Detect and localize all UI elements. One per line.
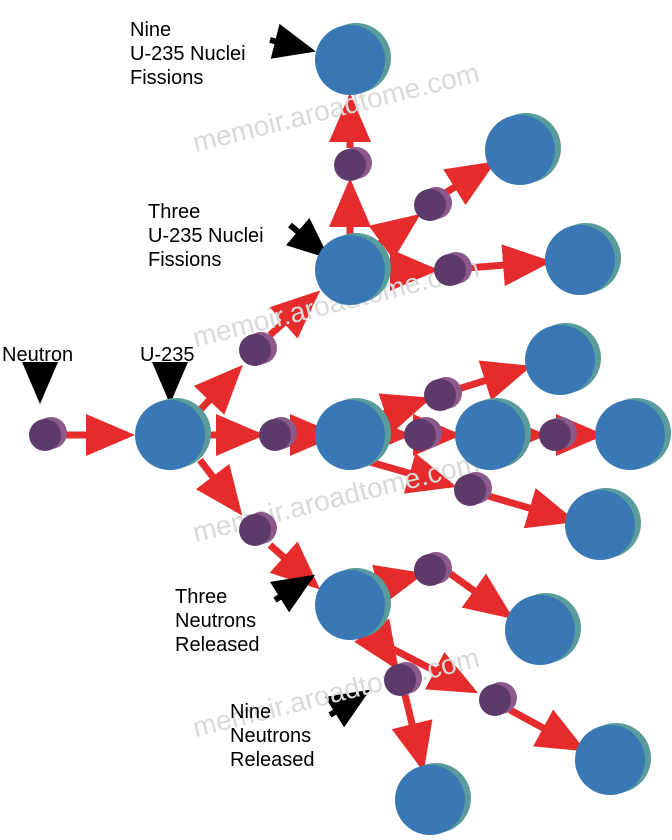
uranium-nucleus xyxy=(545,225,615,295)
label-arrow xyxy=(270,40,310,50)
lbl-three-neutrons-text: Three Neutrons Released xyxy=(175,585,260,657)
reaction-arrow xyxy=(380,400,425,415)
lbl-neutron-text: Neutron xyxy=(2,343,73,367)
neutron-particle xyxy=(404,419,436,451)
uranium-nucleus xyxy=(315,25,385,95)
reaction-arrow xyxy=(375,635,395,665)
lbl-nine-fissions-text: Nine U-235 Nuclei Fissions xyxy=(130,18,246,90)
lbl-nine-fissions: Nine U-235 Nuclei Fissions xyxy=(130,18,246,90)
reaction-arrow xyxy=(378,218,415,245)
neutron-particle xyxy=(334,149,366,181)
neutron-particle xyxy=(424,379,456,411)
uranium-nucleus xyxy=(315,235,385,305)
neutron-particle xyxy=(454,474,486,506)
reaction-arrow xyxy=(510,710,580,748)
lbl-three-fissions: Three U-235 Nuclei Fissions xyxy=(148,200,264,272)
neutron-particle xyxy=(239,514,271,546)
neutron-particle xyxy=(434,254,466,286)
reaction-arrow xyxy=(405,695,422,765)
lbl-three-fissions-text: Three U-235 Nuclei Fissions xyxy=(148,200,264,272)
lbl-u235: U-235 xyxy=(140,343,194,367)
neutron-particle xyxy=(29,419,61,451)
neutron-particle xyxy=(239,334,271,366)
reaction-arrow xyxy=(270,295,315,335)
neutron-particle xyxy=(479,684,511,716)
uranium-nucleus xyxy=(135,400,205,470)
uranium-nucleus xyxy=(505,595,575,665)
uranium-nucleus xyxy=(575,725,645,795)
reaction-arrow xyxy=(485,495,570,520)
uranium-nucleus xyxy=(395,765,465,835)
label-arrow xyxy=(330,693,365,715)
lbl-neutron: Neutron xyxy=(2,343,73,367)
neutron-particle xyxy=(414,189,446,221)
label-arrow xyxy=(275,578,310,600)
fission-chain-diagram: memoir.aroadtome.commemoir.aroadtome.com… xyxy=(0,0,672,840)
reaction-arrow xyxy=(200,460,238,510)
reaction-arrow xyxy=(200,370,238,410)
neutron-particle xyxy=(414,554,446,586)
lbl-nine-neutrons: Nine Neutrons Released xyxy=(230,700,315,772)
reaction-arrow xyxy=(270,545,315,585)
lbl-nine-neutrons-text: Nine Neutrons Released xyxy=(230,700,315,772)
uranium-nucleus xyxy=(565,490,635,560)
uranium-nucleus xyxy=(315,570,385,640)
uranium-nucleus xyxy=(485,115,555,185)
reaction-arrow xyxy=(455,368,525,390)
reaction-arrow xyxy=(370,462,450,485)
reaction-arrow xyxy=(445,570,508,615)
uranium-nucleus xyxy=(315,400,385,470)
reaction-arrow xyxy=(467,262,545,268)
uranium-nucleus xyxy=(455,400,525,470)
lbl-three-neutrons: Three Neutrons Released xyxy=(175,585,260,657)
uranium-nucleus xyxy=(595,400,665,470)
neutron-particle xyxy=(259,419,291,451)
uranium-nucleus xyxy=(525,325,595,395)
neutron-particle xyxy=(539,419,571,451)
neutron-particle xyxy=(384,664,416,696)
lbl-u235-text: U-235 xyxy=(140,343,194,367)
reaction-arrow xyxy=(442,165,490,195)
